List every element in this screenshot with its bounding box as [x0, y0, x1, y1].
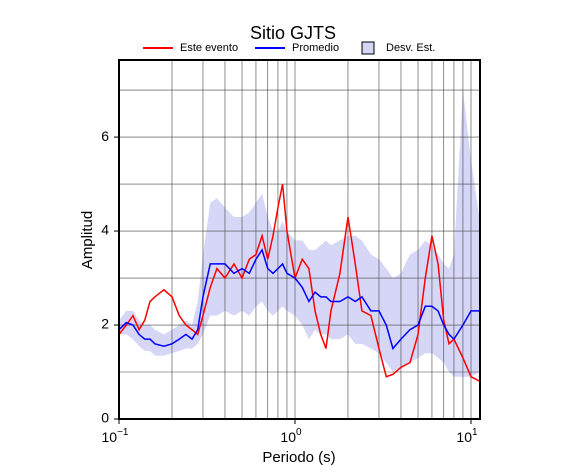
y-axis-label: Amplitud: [79, 211, 96, 269]
legend-label: Desv. Est.: [386, 42, 435, 54]
y-tick-label: 0: [101, 410, 109, 426]
tick-base: 10: [456, 429, 472, 445]
x-tick-label: 100: [280, 427, 302, 445]
legend-label: Promedio: [292, 42, 339, 54]
legend-swatch: [361, 41, 375, 55]
x-axis-label: Periodo (s): [262, 449, 335, 466]
series-line: [118, 248, 480, 351]
tick-exponent: 0: [296, 427, 302, 438]
y-tick-label: 4: [101, 222, 109, 238]
chart-title: Sitio GJTS: [250, 23, 336, 43]
x-tick-label: 10−1: [102, 427, 129, 445]
tick-exponent: −1: [117, 427, 129, 438]
tick-base: 10: [102, 429, 118, 445]
y-tick-label: 6: [101, 128, 109, 144]
series-line: [118, 183, 481, 383]
legend-label: Este evento: [180, 42, 238, 54]
std-band: [119, 90, 480, 377]
y-tick-label: 2: [101, 316, 109, 332]
tick-base: 10: [280, 429, 296, 445]
plot-frame: [118, 59, 481, 420]
x-tick-label: 101: [456, 427, 478, 445]
tick-exponent: 1: [472, 427, 478, 438]
